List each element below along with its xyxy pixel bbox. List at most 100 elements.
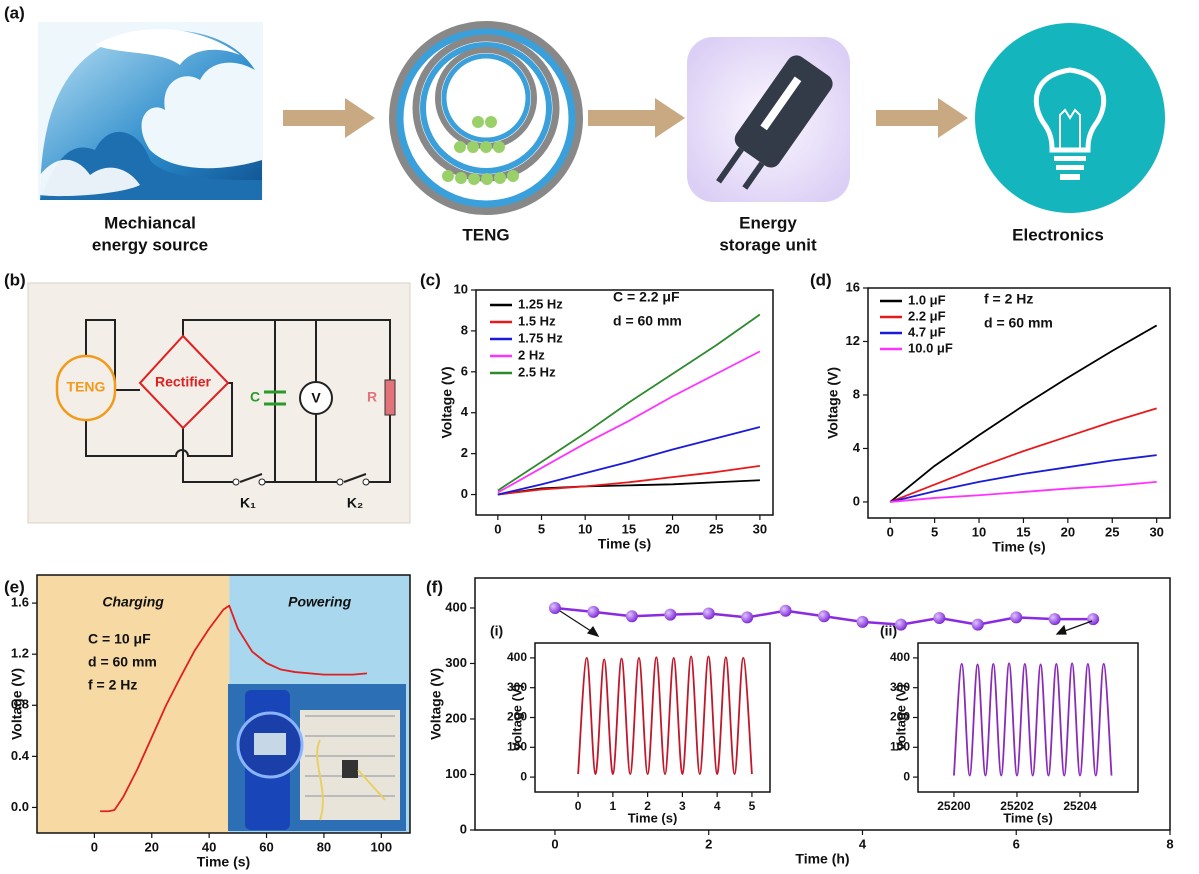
chart: 0 1 2 3 4 5 0 100 200 300 400 Time (s) Voltage (V) (i…	[490, 623, 771, 825]
x-tick-label: 4	[859, 836, 867, 851]
data-point	[818, 610, 831, 623]
x-tick-label: 15	[1016, 524, 1030, 539]
data-line	[497, 479, 760, 496]
y-tick-label: 300	[507, 680, 527, 694]
x-tick-label: 10	[972, 524, 986, 539]
data-line	[497, 465, 761, 496]
legend-label: 2 Hz	[518, 347, 545, 362]
x-tick-label: 60	[259, 839, 273, 854]
y-tick-label: 100	[890, 739, 910, 753]
panel-label: (d)	[810, 270, 832, 289]
x-axis-label: Time (s)	[598, 536, 651, 552]
y-tick-label: 4	[461, 404, 469, 419]
x-tick-label: 5	[749, 799, 756, 813]
y-axis-label: Voltage (V)	[9, 668, 25, 740]
inset-label: (ii)	[880, 623, 897, 639]
plot-frame	[867, 287, 1171, 519]
plot-frame	[475, 289, 774, 516]
y-tick-label: 2	[461, 445, 468, 460]
watch-photo	[228, 684, 406, 831]
y-tick-label: 200	[890, 710, 910, 724]
stage-label: TENG	[462, 225, 509, 244]
y-tick-label: 0	[853, 493, 860, 508]
x-tick-label: 5	[538, 521, 545, 536]
data-point	[548, 601, 561, 614]
plot-frame	[474, 577, 1171, 831]
legend-label: 2.2 μF	[908, 308, 946, 323]
data-line	[100, 604, 368, 813]
legend-label: 2.5 Hz	[518, 364, 556, 379]
y-tick-label: 0	[903, 769, 910, 783]
y-tick-label: 0.0	[11, 799, 29, 814]
wave-image	[38, 22, 263, 201]
annotation: C = 10 μF	[88, 631, 151, 647]
y-tick-label: 400	[890, 650, 910, 664]
y-axis-label: Voltage (V)	[509, 684, 524, 751]
y-tick-label: 0.4	[11, 748, 30, 763]
region	[37, 575, 230, 833]
y-tick-label: 12	[846, 333, 860, 348]
inset-arrows	[559, 610, 1093, 637]
y-tick-label: 100	[445, 766, 467, 781]
data-point	[1010, 611, 1023, 624]
y-tick-label: 300	[445, 655, 467, 670]
x-tick-label: 2	[644, 799, 651, 813]
x-tick-label: 1	[610, 799, 617, 813]
x-tick-label: 4	[714, 799, 721, 813]
panel-label: (b)	[4, 270, 26, 289]
y-axis-label: Voltage (V)	[893, 684, 908, 751]
data-point	[779, 604, 792, 617]
bulb-image	[975, 23, 1165, 213]
plot-frame	[36, 574, 411, 834]
x-axis-label: Time (h)	[795, 851, 849, 867]
y-axis-label: Voltage (V)	[825, 367, 841, 439]
panel-label: (f)	[426, 577, 443, 596]
x-tick-label: 5	[931, 524, 938, 539]
stage-label: energy source	[92, 235, 208, 254]
overlay	[228, 610, 1093, 831]
circuit-label: R	[367, 389, 377, 405]
data-line	[889, 324, 1158, 503]
y-tick-label: 400	[507, 650, 527, 664]
x-tick-label: 40	[202, 839, 216, 854]
data-point	[1048, 613, 1061, 626]
y-tick-label: 0	[460, 821, 467, 836]
annotation: d = 60 mm	[88, 654, 157, 670]
x-tick-label: 20	[145, 839, 159, 854]
circuit-label: K₁	[240, 495, 256, 511]
stage-label: Energy	[739, 213, 797, 232]
data-point	[587, 605, 600, 618]
y-tick-label: 8	[461, 322, 468, 337]
panel-label: (c)	[420, 270, 441, 289]
data-point	[1087, 613, 1100, 626]
stage-label: Electronics	[1012, 225, 1104, 244]
data-point	[933, 611, 946, 624]
x-axis-label: Time (s)	[628, 810, 678, 825]
legend-label: 10.0 μF	[908, 340, 953, 355]
annotation: d = 60 mm	[613, 313, 682, 329]
chart: 0 5 10 15 20 25 30 0 2 4 6 8 10 1.25 Hz 1.5 Hz 1.75 Hz 2…	[439, 281, 774, 552]
data-point	[971, 618, 984, 631]
data-line	[497, 426, 761, 496]
x-tick-label: 20	[1061, 524, 1075, 539]
y-tick-label: 1.6	[11, 595, 29, 610]
x-tick-label: 6	[1013, 836, 1020, 851]
x-tick-label: 15	[622, 521, 636, 536]
annotation: C = 2.2 μF	[613, 289, 680, 305]
circuit-label: Rectifier	[155, 374, 212, 390]
data-point	[664, 608, 677, 621]
chart: 25200 25202 25204 0 100 200 300 400 Time (s) Volt…	[880, 623, 1139, 825]
x-tick-label: 25204	[1063, 799, 1097, 813]
region-label: Charging	[102, 594, 164, 610]
annotation: f = 2 Hz	[984, 291, 1033, 307]
x-tick-label: 3	[679, 799, 686, 813]
data-line	[953, 662, 1113, 777]
chart: 0 5 10 15 20 25 30 0 4 8 12 16 1.0 μF2.2 μF4.7 μF10.…	[825, 279, 1171, 555]
circuit: TENG Rectifier C V R K₁ K₂	[27, 282, 411, 524]
x-tick-label: 25202	[1000, 799, 1034, 813]
legend-label: 1.75 Hz	[518, 330, 563, 345]
x-tick-label: 20	[665, 521, 679, 536]
x-tick-label: 8	[1166, 836, 1173, 851]
y-tick-label: 6	[461, 363, 468, 378]
